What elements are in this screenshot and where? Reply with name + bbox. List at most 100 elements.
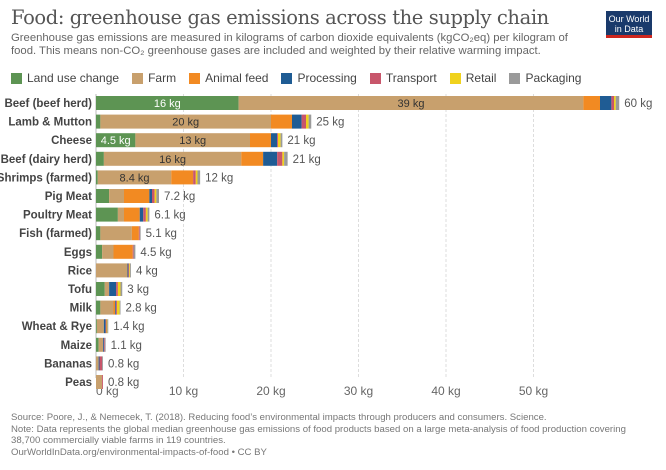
legend-swatch xyxy=(449,72,461,84)
bar-segment-transport xyxy=(103,337,105,352)
category-label: Fish (farmed) xyxy=(19,228,92,240)
bar-segment-animal-feed xyxy=(124,189,150,203)
bar-segment-transport xyxy=(99,356,103,371)
bar-segment-packaging xyxy=(119,300,121,315)
bar-segment-packaging xyxy=(197,170,201,185)
bar-segment-land-use-change xyxy=(96,226,101,241)
logo-line-2: in Data xyxy=(614,24,644,34)
legend-label: Farm xyxy=(148,71,177,85)
bar-segment-farm xyxy=(100,114,271,129)
bar-segment-retail xyxy=(306,114,309,129)
legend-swatch xyxy=(189,72,201,84)
total-value-label: 25 kg xyxy=(316,117,344,129)
bar-segment-retail xyxy=(129,263,131,278)
legend-label: Animal feed xyxy=(205,71,269,85)
bar-segment-packaging xyxy=(156,189,159,203)
total-value-label: 5.1 kg xyxy=(146,228,177,240)
bar-segment-transport xyxy=(132,244,134,259)
legend-item-transport[interactable]: Transport xyxy=(369,71,437,85)
category-label: Pig Meat xyxy=(45,191,92,203)
segment-value-label: 16 kg xyxy=(159,154,186,166)
category-label: Peas xyxy=(65,377,92,389)
bar-segment-transport xyxy=(301,114,306,129)
bar-segment-packaging xyxy=(280,133,283,148)
total-value-label: 4.5 kg xyxy=(140,247,171,259)
bar-segment-transport xyxy=(277,151,283,166)
bar-segment-packaging xyxy=(308,114,312,129)
bar-segment-farm xyxy=(103,151,242,166)
bar-segment-land-use-change xyxy=(96,300,101,315)
bar-segment-packaging xyxy=(284,151,288,166)
category-label: Milk xyxy=(70,303,93,315)
bar-segment-farm xyxy=(102,244,114,259)
category-label: Shrimps (farmed) xyxy=(0,172,92,184)
chart-legend: Land use change Farm Animal feed Processing… xyxy=(11,71,581,85)
legend-label: Packaging xyxy=(525,71,582,85)
bar-segment-retail xyxy=(282,151,285,166)
x-tick-label: 40 kg xyxy=(431,384,460,398)
source-link[interactable]: OurWorldInData.org/environmental-impacts… xyxy=(11,446,267,458)
owid-logo[interactable]: Our World in Data xyxy=(606,11,652,38)
category-label: Poultry Meat xyxy=(23,210,92,222)
legend-item-farm[interactable]: Farm xyxy=(132,71,176,85)
total-value-label: 21 kg xyxy=(287,135,315,147)
bar-segment-processing xyxy=(98,356,100,371)
legend-label: Retail xyxy=(465,71,497,85)
category-label: Eggs xyxy=(64,247,92,259)
category-label: Beef (dairy herd) xyxy=(1,154,93,166)
bar-segment-retail xyxy=(106,319,108,334)
bar-segment-processing xyxy=(263,151,278,166)
bar-segment-animal-feed xyxy=(171,170,194,185)
legend-swatch xyxy=(281,72,293,84)
bar-segment-transport xyxy=(611,96,614,110)
legend-swatch xyxy=(369,72,381,84)
total-value-label: 12 kg xyxy=(205,172,233,184)
category-label: Wheat & Rye xyxy=(22,321,92,333)
bar-segment-land-use-change xyxy=(96,96,239,110)
total-value-label: 1.4 kg xyxy=(113,321,144,333)
total-value-label: 2.8 kg xyxy=(126,303,157,315)
total-value-label: 0.8 kg xyxy=(108,358,139,370)
bar-segment-farm xyxy=(135,133,250,148)
bar-segment-transport xyxy=(102,375,103,389)
bar-segment-retail xyxy=(154,189,157,203)
bar-segment-processing xyxy=(115,300,117,315)
bar-segment-farm xyxy=(97,170,172,185)
bar-segment-animal-feed xyxy=(131,226,139,241)
bar-segment-packaging xyxy=(104,337,106,352)
legend-item-processing[interactable]: Processing xyxy=(281,71,357,85)
bar-segment-processing xyxy=(292,114,302,129)
bar-segment-processing xyxy=(103,337,104,352)
bar-segment-retail xyxy=(614,96,616,110)
bar-segment-retail xyxy=(278,133,281,148)
legend-item-retail[interactable]: Retail xyxy=(449,71,497,85)
bar-segment-land-use-change xyxy=(96,114,101,129)
bar-segment-land-use-change xyxy=(96,337,99,352)
bar-segment-farm xyxy=(96,319,104,334)
category-label: Lamb & Mutton xyxy=(8,117,92,129)
total-value-label: 4 kg xyxy=(136,265,158,277)
bar-segment-farm xyxy=(100,300,114,315)
bar-segment-farm xyxy=(96,375,103,389)
legend-item-animal-feed[interactable]: Animal feed xyxy=(189,71,268,85)
legend-swatch xyxy=(132,72,144,84)
total-value-label: 1.1 kg xyxy=(111,340,142,352)
legend-item-land-use-change[interactable]: Land use change xyxy=(11,71,119,85)
legend-item-packaging[interactable]: Packaging xyxy=(509,71,581,85)
bar-segment-transport xyxy=(193,170,196,185)
bar-segment-packaging xyxy=(130,263,131,278)
legend-label: Land use change xyxy=(27,71,120,85)
category-label: Maize xyxy=(61,340,92,352)
bar-segment-farm xyxy=(96,356,99,371)
category-label: Cheese xyxy=(51,135,92,147)
legend-label: Transport xyxy=(385,71,437,85)
bar-segment-processing xyxy=(103,319,106,334)
category-label: Rice xyxy=(68,265,92,277)
segment-value-label: 8.4 kg xyxy=(120,172,150,184)
chart-subtitle: Greenhouse gas emissions are measured in… xyxy=(11,32,568,57)
bar-segment-animal-feed xyxy=(250,133,271,148)
bar-segment-processing xyxy=(600,96,612,110)
category-label: Bananas xyxy=(44,358,92,370)
bar-segment-farm xyxy=(96,263,128,278)
